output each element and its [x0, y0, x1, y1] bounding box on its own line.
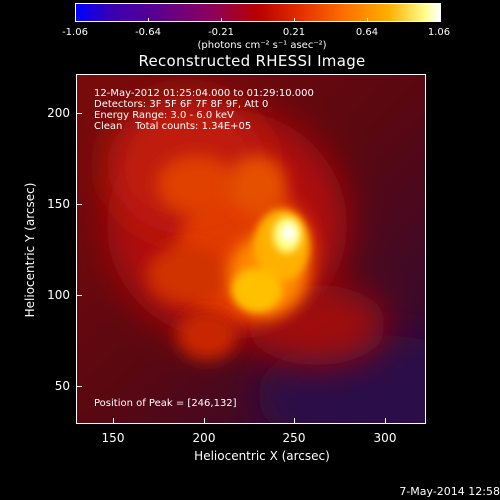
colorbar-tick [367, 18, 368, 22]
colorbar-tick [148, 18, 149, 22]
y-tick [76, 204, 82, 205]
colorbar [75, 3, 441, 22]
colorbar-tick [439, 18, 440, 22]
colorbar-tick-label: -1.06 [62, 27, 88, 38]
colorbar-units: (photons cm⁻² s⁻¹ asec⁻²) [197, 40, 327, 51]
y-tick [76, 295, 82, 296]
plot-title: Reconstructed RHESSI Image [138, 52, 366, 70]
colorbar-tick-label: -0.64 [135, 27, 161, 38]
time-range-label: 12-May-2012 01:25:04.000 to 01:29:10.000 [94, 88, 314, 99]
colorbar-tick-label: -0.21 [208, 27, 234, 38]
y-tick-label: 100 [47, 288, 70, 302]
rhessi-image [77, 75, 425, 423]
clean-counts-label: Clean Total counts: 1.34E+05 [94, 121, 252, 132]
colorbar-tick-label: 1.06 [427, 27, 451, 38]
detectors-label: Detectors: 3F 5F 6F 7F 8F 9F, Att 0 [94, 99, 269, 110]
y-tick [76, 386, 82, 387]
y-tick-label: 50 [54, 379, 70, 393]
colorbar-tick [221, 18, 222, 22]
x-tick [385, 418, 386, 424]
x-tick-label: 200 [192, 431, 216, 445]
x-axis-title: Heliocentric X (arcsec) [194, 449, 330, 463]
x-tick-label: 300 [373, 431, 397, 445]
y-tick [76, 113, 82, 114]
peak-position-label: Position of Peak = [246,132] [94, 398, 237, 409]
colorbar-tick [294, 18, 295, 22]
x-tick [294, 418, 295, 424]
rhessi-image-panel[interactable] [76, 74, 426, 424]
render-timestamp: 7-May-2014 12:58 [399, 485, 500, 498]
x-tick-label: 250 [282, 431, 306, 445]
y-axis-title: Heliocentric Y (arcsec) [23, 182, 37, 318]
x-tick [113, 418, 114, 424]
colorbar-tick-label: 0.21 [282, 27, 306, 38]
colorbar-tick [75, 18, 76, 22]
colorbar-tick-label: 0.64 [355, 27, 379, 38]
energy-range-label: Energy Range: 3.0 - 6.0 keV [94, 110, 234, 121]
x-tick-label: 150 [101, 431, 125, 445]
x-tick [204, 418, 205, 424]
y-tick-label: 150 [47, 197, 70, 211]
y-tick-label: 200 [47, 106, 70, 120]
